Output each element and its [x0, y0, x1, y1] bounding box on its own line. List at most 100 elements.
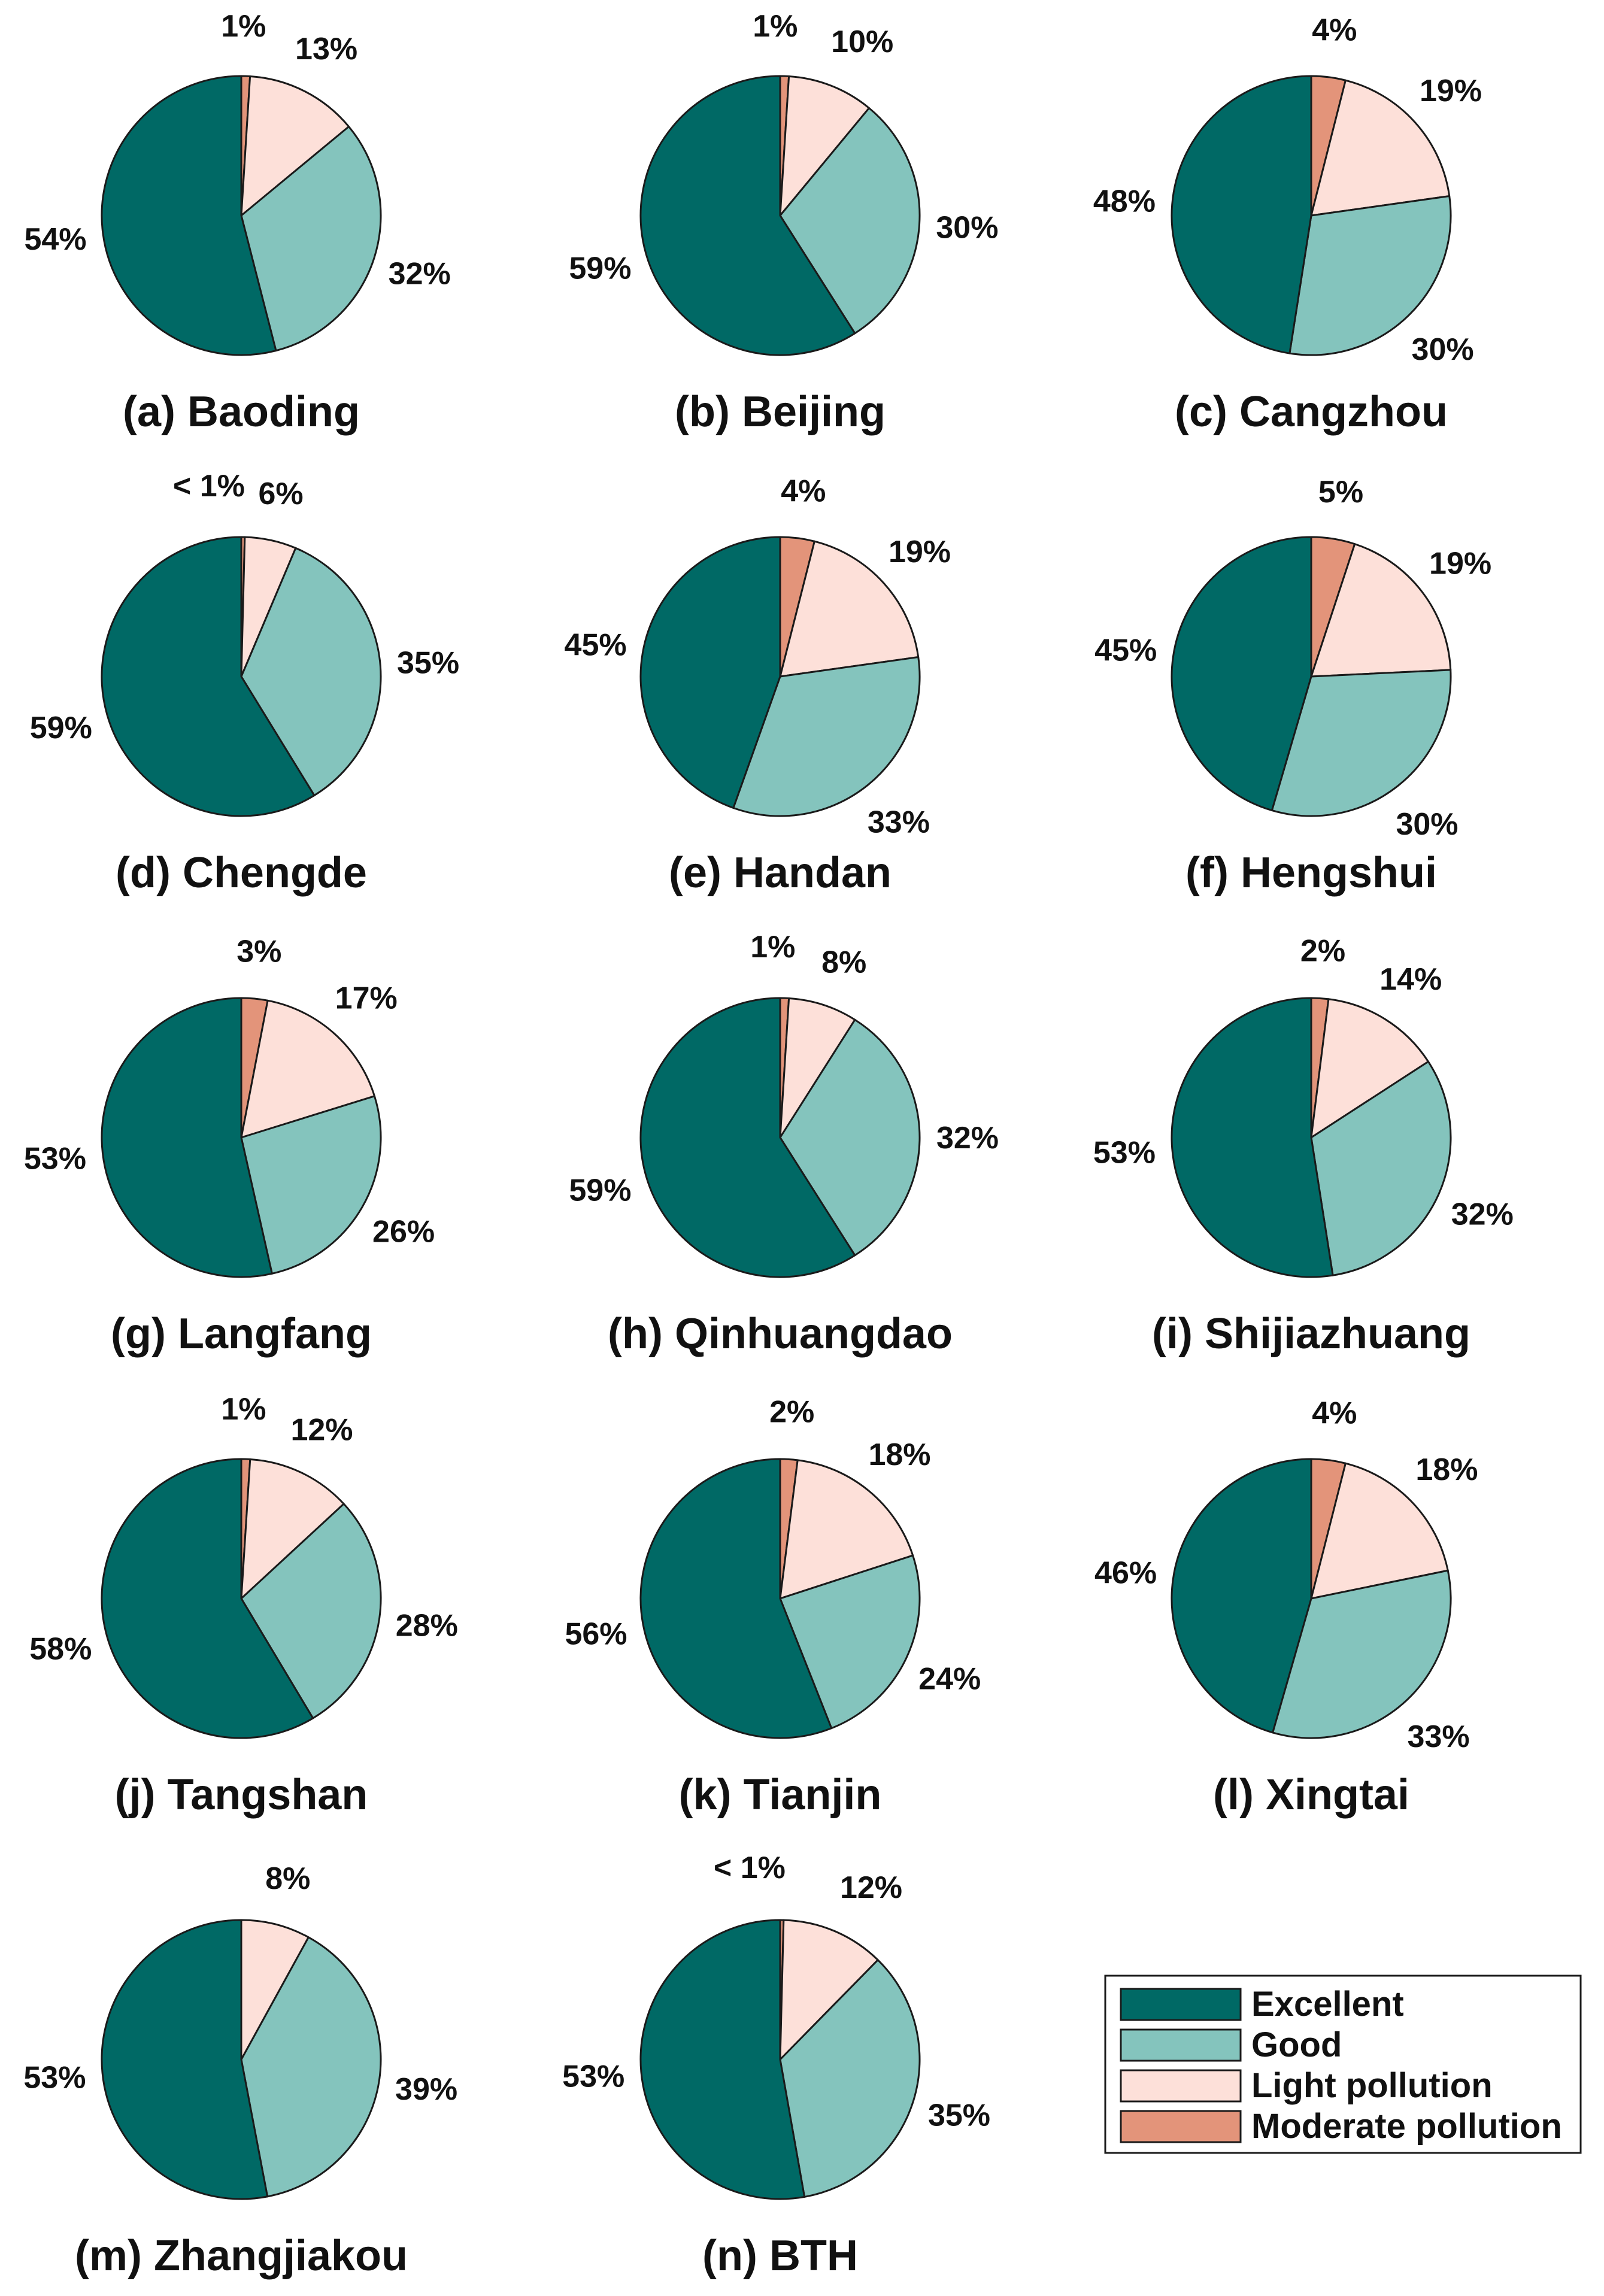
slice-label-light-pollution: 6%	[259, 477, 304, 511]
slice-label-excellent: 58%	[29, 1631, 92, 1666]
chart-title: (c) Cangzhou	[1175, 388, 1448, 436]
pie-slice-light-pollution	[1310, 1462, 1449, 1600]
chart-title: (g) Langfang	[111, 1310, 372, 1358]
slice-label-good: 26%	[372, 1215, 435, 1249]
pie-slice-good	[240, 125, 382, 352]
legend-swatch-excellent	[1120, 1988, 1242, 2021]
pie-slice-excellent	[1171, 1458, 1312, 1734]
slice-label-light-pollution: 18%	[1415, 1452, 1478, 1487]
slice-label-excellent: 59%	[30, 711, 92, 745]
slice-label-good: 33%	[868, 805, 930, 840]
pie-slice-good	[1271, 669, 1452, 817]
legend-label-moderate-pollution: Moderate pollution	[1251, 2107, 1562, 2146]
pie-chart-i-shijiazhuang: 2% 14% 32% 53% (i) Shijiazhuang	[1093, 934, 1514, 1358]
pie-slice-light-pollution	[779, 997, 856, 1139]
slice-label-excellent: 48%	[1093, 184, 1156, 219]
slice-label-excellent: 53%	[23, 2061, 86, 2095]
chart-title: (e) Handan	[669, 849, 892, 897]
pie-chart-g-langfang: 3% 17% 26% 53% (g) Langfang	[24, 934, 435, 1358]
pie-slice-excellent	[1171, 997, 1334, 1278]
slice-label-good: 30%	[1412, 332, 1474, 367]
legend-label-light-pollution: Light pollution	[1251, 2066, 1493, 2105]
slice-label-moderate-pollution: 1%	[221, 1392, 266, 1427]
pie-slice-excellent	[101, 1458, 314, 1739]
slice-label-good: 24%	[918, 1661, 981, 1696]
slice-label-good: 28%	[396, 1609, 458, 1643]
pie-slice-good	[779, 1959, 921, 2198]
slice-label-moderate-pollution: 1%	[753, 9, 798, 44]
pie-slice-excellent	[1171, 536, 1312, 812]
slice-label-excellent: 59%	[569, 251, 631, 286]
slice-label-moderate-pollution: 1%	[221, 9, 266, 44]
pie-slice-light-pollution	[240, 75, 350, 217]
slice-label-good: 32%	[936, 1121, 999, 1155]
pie-slice-light-pollution	[1310, 543, 1452, 678]
pie-chart-k-tianjin: 2% 18% 24% 56% (k) Tianjin	[565, 1395, 981, 1819]
pie-slice-good	[240, 1503, 382, 1719]
chart-title: (j) Tangshan	[115, 1771, 368, 1819]
pie-chart-l-xingtai: 4% 18% 33% 46% (l) Xingtai	[1094, 1396, 1478, 1819]
slice-label-light-pollution: 14%	[1379, 962, 1442, 997]
pie-chart-h-qinhuangdao: 1% 8% 32% 59% (h) Qinhuangdao	[569, 930, 999, 1358]
pie-chart-m-zhangjiakou: 8% 39% 53% (m) Zhangjiakou	[23, 1861, 457, 2280]
slice-label-good: 33%	[1408, 1719, 1470, 1754]
pie-chart-n-bth: < 1% 12% 35% 53% (n) BTH	[562, 1851, 990, 2280]
slice-label-good: 30%	[1396, 807, 1458, 842]
pie-slice-excellent	[1171, 75, 1312, 354]
chart-title: (a) Baoding	[123, 388, 360, 436]
slice-label-moderate-pollution: 4%	[1312, 13, 1357, 47]
pie-slice-good	[1272, 1569, 1452, 1739]
slice-label-light-pollution: 19%	[1420, 74, 1482, 108]
pie-slice-light-pollution	[779, 1919, 879, 2061]
pie-chart-a-baoding: 1% 13% 32% 54% (a) Baoding	[24, 9, 450, 436]
pie-slice-light-pollution	[779, 1459, 914, 1600]
pie-chart-b-beijing: 1% 10% 30% 59% (b) Beijing	[569, 9, 998, 436]
pie-slice-good	[1310, 1060, 1452, 1276]
chart-title: (h) Qinhuangdao	[608, 1310, 953, 1358]
slice-label-excellent: 53%	[1093, 1135, 1156, 1170]
pie-slice-light-pollution	[779, 540, 920, 678]
pie-slice-excellent	[101, 997, 273, 1278]
pie-slice-good	[779, 1018, 921, 1257]
pie-chart-f-hengshui: 5% 19% 30% 45% (f) Hengshui	[1094, 475, 1491, 897]
pie-slice-excellent	[101, 75, 277, 356]
pie-slice-excellent	[639, 1458, 833, 1739]
pie-slice-good	[1288, 195, 1452, 356]
slice-label-light-pollution: 8%	[821, 945, 866, 979]
chart-title: (i) Shijiazhuang	[1152, 1310, 1470, 1358]
slice-label-good: 32%	[389, 257, 451, 292]
legend-swatch-good	[1120, 2028, 1242, 2062]
pie-slice-excellent	[639, 75, 856, 356]
pie-slice-light-pollution	[1310, 998, 1429, 1139]
slice-label-moderate-pollution: 5%	[1318, 475, 1363, 509]
slice-label-moderate-pollution: 3%	[236, 934, 281, 969]
slice-label-light-pollution: 13%	[295, 32, 357, 66]
chart-title: (l) Xingtai	[1213, 1771, 1409, 1819]
pie-slice-excellent	[639, 997, 856, 1278]
pie-chart-c-cangzhou: 4% 19% 30% 48% (c) Cangzhou	[1093, 13, 1482, 436]
slice-label-light-pollution: 19%	[889, 535, 951, 569]
slice-label-moderate-pollution: < 1%	[714, 1851, 786, 1885]
pie-slice-good	[779, 107, 921, 335]
chart-title: (k) Tianjin	[679, 1771, 882, 1819]
slice-label-moderate-pollution: 1%	[750, 930, 795, 964]
slice-label-light-pollution: 12%	[840, 1870, 902, 1905]
slice-label-light-pollution: 12%	[290, 1412, 353, 1447]
slice-label-light-pollution: 19%	[1429, 546, 1491, 581]
pie-slice-good	[732, 656, 921, 817]
legend-swatch-moderate-pollution	[1120, 2110, 1242, 2143]
slice-label-moderate-pollution: 2%	[1300, 934, 1345, 969]
pie-slice-light-pollution	[240, 999, 375, 1139]
pie-slice-good	[240, 1936, 382, 2198]
chart-title: (f) Hengshui	[1185, 849, 1437, 897]
slice-label-moderate-pollution: < 1%	[173, 469, 245, 504]
slice-label-excellent: 45%	[1094, 633, 1157, 668]
pie-slice-good	[240, 547, 382, 797]
pie-slice-light-pollution	[1310, 79, 1451, 217]
slice-label-excellent: 53%	[24, 1142, 86, 1176]
slice-label-excellent: 45%	[565, 628, 627, 663]
chart-title: (n) BTH	[702, 2232, 858, 2280]
slice-label-light-pollution: 18%	[868, 1437, 930, 1472]
